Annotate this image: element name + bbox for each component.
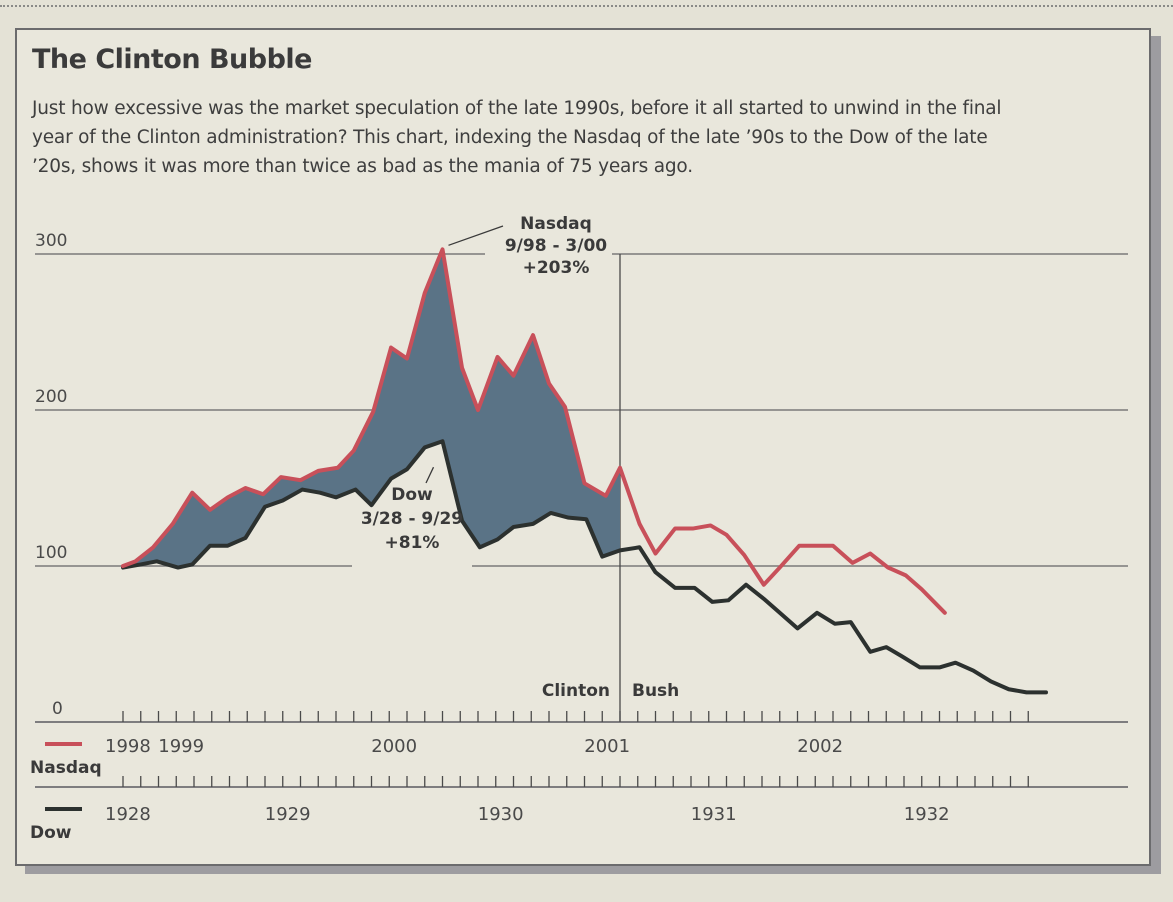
legend-label-nasdaq: Nasdaq: [30, 758, 102, 778]
y-tick-label: 300: [35, 231, 67, 251]
dow-annotation-leader: [425, 466, 435, 484]
y-tick-label: 200: [35, 387, 67, 407]
nasdaq-annotation-leader: [448, 225, 504, 246]
legend-label-dow: Dow: [30, 823, 72, 843]
chart-frame: [15, 28, 1151, 866]
bubble-shaded-area: [123, 249, 620, 568]
year-label-nasdaq: 1999: [158, 736, 204, 757]
y-tick-label: 100: [35, 543, 67, 563]
clinton-label: Clinton: [542, 681, 610, 701]
year-label-dow: 1928: [105, 804, 151, 825]
chart-title: The Clinton Bubble: [32, 44, 313, 75]
year-label-nasdaq: 2000: [371, 736, 417, 757]
bush-label: Bush: [632, 681, 679, 701]
dow-annotation-text: Dow: [391, 485, 433, 505]
dow-annotation-text: +81%: [385, 533, 440, 553]
description-line: ’20s, shows it was more than twice as ba…: [32, 156, 693, 177]
description-line: Just how excessive was the market specul…: [32, 98, 1002, 119]
year-label-dow: 1932: [904, 804, 950, 825]
chart-description: Just how excessive was the market specul…: [32, 94, 1132, 181]
nasdaq-annotation-text: +203%: [523, 258, 590, 278]
year-label-dow: 1930: [478, 804, 524, 825]
axis-layer: 0 100 200 300 1998 1999 2000 2001 2002 1928 1929 19…: [35, 231, 1128, 825]
year-label-nasdaq: 1998: [105, 736, 151, 757]
year-label-nasdaq: 2002: [797, 736, 843, 757]
nasdaq-annotation-text: Nasdaq: [520, 214, 592, 234]
description-line: year of the Clinton administration? This…: [32, 127, 988, 148]
dow-annotation-text: 3/28 - 9/29: [361, 509, 463, 529]
y-tick-label: 0: [52, 699, 63, 719]
year-label-dow: 1929: [265, 804, 311, 825]
area-layer: [123, 249, 620, 568]
page-top-rule: [0, 5, 1173, 7]
legend-layer: Nasdaq Dow: [30, 742, 102, 843]
nasdaq-annotation-text: 9/98 - 3/00: [505, 236, 607, 256]
year-label-dow: 1931: [691, 804, 737, 825]
year-label-nasdaq: 2001: [584, 736, 630, 757]
line-layer: [121, 247, 1048, 695]
